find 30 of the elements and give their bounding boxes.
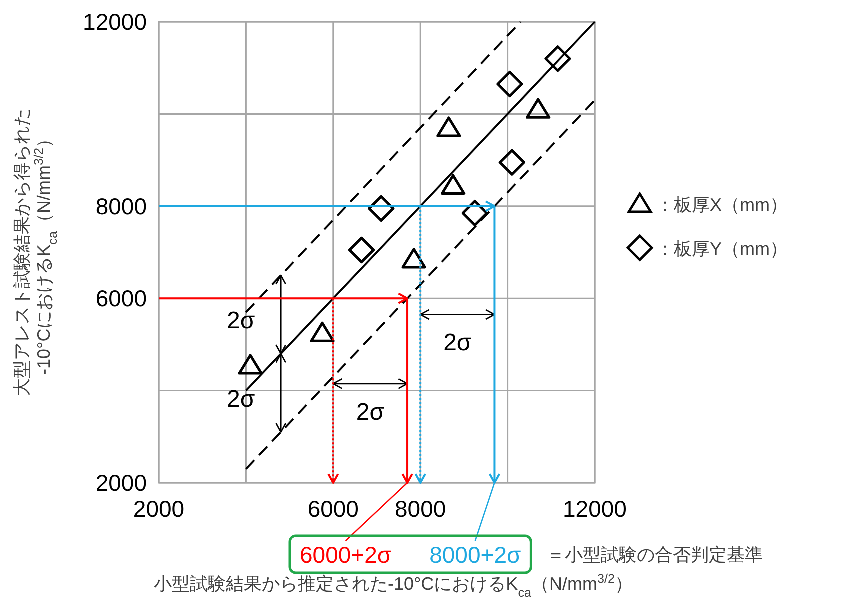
point xyxy=(544,46,572,72)
point xyxy=(310,322,335,342)
point xyxy=(526,98,551,119)
point xyxy=(496,70,524,98)
annotation: 8000+2σ xyxy=(430,542,522,568)
point xyxy=(402,248,426,269)
x-tick-label: 8000 xyxy=(395,496,446,522)
y-tick-label: 8000 xyxy=(96,193,147,220)
x-tick-label: 6000 xyxy=(308,496,359,522)
annotation: 2σ xyxy=(226,386,256,414)
y-tick-label: 12000 xyxy=(83,9,147,35)
point xyxy=(498,149,526,176)
legend-label: ：板厚Y（mm） xyxy=(656,239,788,259)
point xyxy=(441,174,466,195)
point xyxy=(462,200,488,227)
annotation: 2σ xyxy=(356,398,385,426)
annotation: 2σ xyxy=(444,330,472,357)
text: ＝小型試験の合否判定基準 xyxy=(547,545,764,565)
y-tick-label: 2000 xyxy=(96,470,147,496)
x-axis-title: 小型試験結果から推定された-10°CにおけるK$_{ca}$（N/mm$^{3/2}$） xyxy=(154,572,634,600)
point xyxy=(436,116,462,138)
point xyxy=(348,236,376,264)
legend-label: ：板厚X（mm） xyxy=(656,195,788,215)
annotation: 6000+2σ xyxy=(300,542,392,568)
point xyxy=(238,354,263,375)
point xyxy=(368,195,395,222)
x-tick-label: 2000 xyxy=(133,496,185,522)
annotation: 2σ xyxy=(226,308,256,335)
x-tick-label: 12000 xyxy=(563,496,627,522)
y-tick-label: 6000 xyxy=(96,286,147,312)
